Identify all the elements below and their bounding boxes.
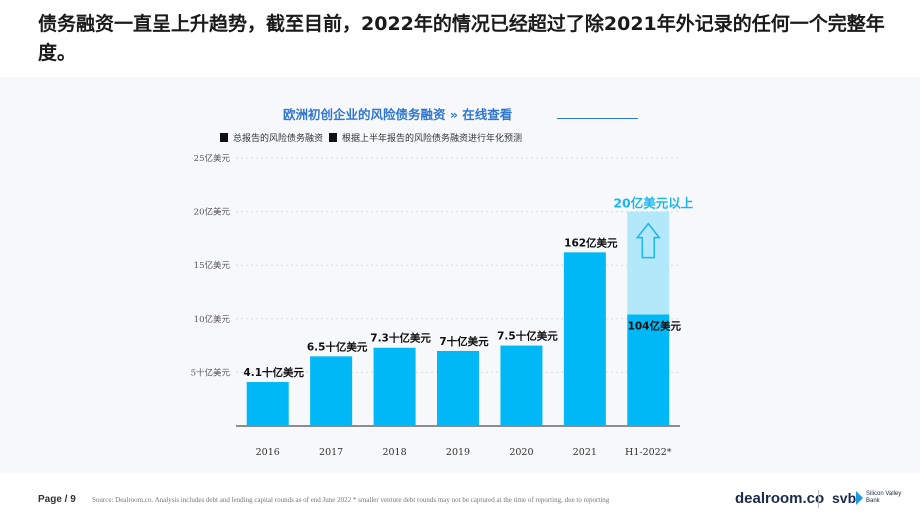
chart-legend: 总报告的风险债务融资 根据上半年报告的风险债务融资进行年化预测 xyxy=(220,131,522,144)
source-note: Source: Dealroom.co. Analysis includes d… xyxy=(92,496,610,504)
chart-title-link[interactable]: 欧洲初创企业的风险债务融资 » 在线查看 xyxy=(283,107,513,122)
data-label: 7.3十亿美元 xyxy=(370,332,431,345)
bar-H1-2022* xyxy=(627,314,670,426)
bar-projection-H1-2022* xyxy=(627,211,670,315)
data-label: 4.1十亿美元 xyxy=(243,366,304,379)
x-tick-label: 2019 xyxy=(446,447,470,458)
chart-title-underline xyxy=(557,118,638,119)
legend-swatch-total xyxy=(220,133,228,142)
up-arrow-icon xyxy=(635,222,661,259)
svb-logo-subtitle: Silicon Valley Bank xyxy=(866,491,902,504)
svb-chevron-icon xyxy=(856,491,863,505)
page-number: Page / 9 xyxy=(38,494,76,505)
bar-2017 xyxy=(310,356,353,426)
bar-2019 xyxy=(437,350,479,426)
y-tick-label: 10亿美元 xyxy=(194,314,231,325)
legend-label-total: 总报告的风险债务融资 xyxy=(233,134,324,144)
y-tick-label: 15亿美元 xyxy=(194,260,231,271)
bar-2021 xyxy=(563,252,606,426)
y-tick-label: 20亿美元 xyxy=(194,207,231,218)
page-headline: 债务融资一直呈上升趋势，截至目前，2022年的情况已经超过了除2021年外记录的… xyxy=(38,13,885,64)
dealroom-logo: dealroom.co xyxy=(735,490,825,507)
data-label: 7十亿美元 xyxy=(439,335,489,348)
data-label: 7.5十亿美元 xyxy=(497,330,558,343)
y-tick-label: 5十亿美元 xyxy=(191,367,231,378)
legend-swatch-annualized xyxy=(329,133,338,142)
x-tick-label: 2017 xyxy=(319,447,343,458)
x-tick-label: 2021 xyxy=(573,447,597,458)
legend-label-annualized: 根据上半年报告的风险债务融资进行年化预测 xyxy=(342,134,523,144)
data-label: 162亿美元 xyxy=(564,236,618,249)
bar-2018 xyxy=(373,347,416,426)
data-label: 104亿美元 xyxy=(628,320,682,333)
svb-logo: svb xyxy=(832,490,857,506)
projection-annotation: 20亿美元以上 xyxy=(613,196,693,211)
x-tick-label: 2016 xyxy=(256,447,280,458)
bar-2020 xyxy=(500,345,543,426)
x-tick-label: 2020 xyxy=(509,447,533,458)
x-tick-label: H1-2022* xyxy=(625,447,672,458)
logo-divider xyxy=(818,490,819,508)
data-label: 6.5十亿美元 xyxy=(307,340,368,353)
x-tick-label: 2018 xyxy=(382,447,406,458)
bar-2016 xyxy=(246,382,289,426)
y-tick-label: 25亿美元 xyxy=(194,153,231,164)
